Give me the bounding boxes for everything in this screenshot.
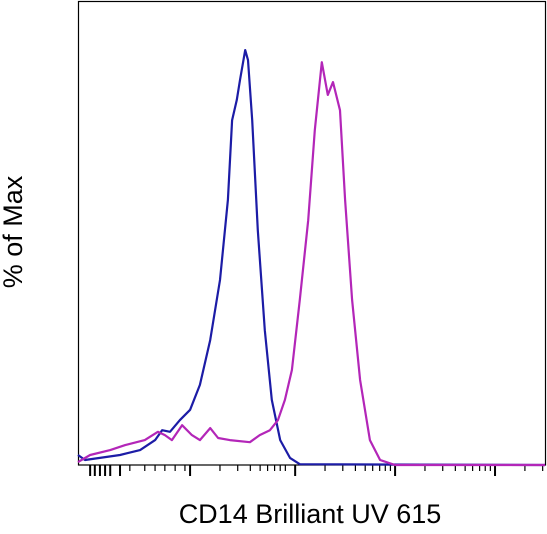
histogram-line [77,61,545,467]
plot-frame [77,0,547,466]
histogram-line [77,49,546,467]
x-axis-label: CD14 Brilliant UV 615 [179,499,442,529]
y-axis-label: % of Max [0,175,28,288]
